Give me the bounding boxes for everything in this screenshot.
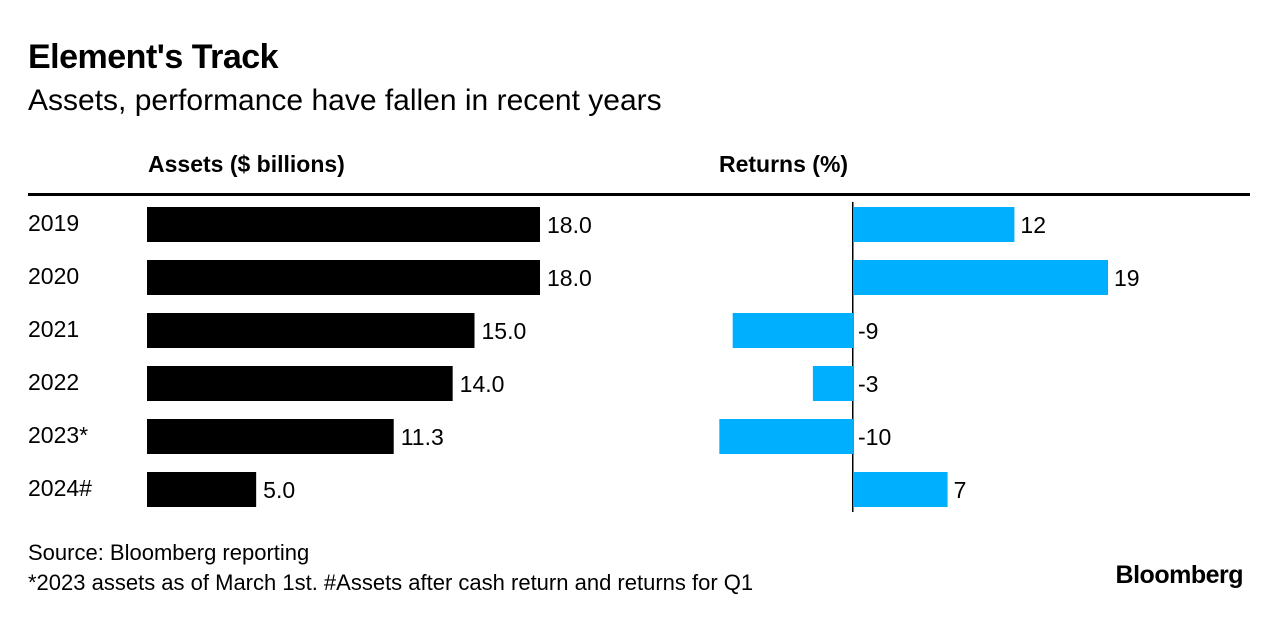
year-label: 2020 — [28, 263, 79, 289]
returns-value-label: -10 — [858, 424, 891, 450]
assets-bar — [147, 260, 540, 295]
returns-value-label: 19 — [1114, 265, 1140, 291]
assets-value-label: 11.3 — [401, 424, 444, 450]
chart-title: Element's Track — [28, 38, 279, 76]
assets-bar — [147, 207, 540, 242]
returns-bar — [854, 207, 1015, 242]
returns-bar — [812, 366, 853, 401]
footnote: *2023 assets as of March 1st. #Assets af… — [28, 570, 754, 595]
assets-value-label: 18.0 — [547, 265, 592, 291]
year-label: 2019 — [28, 210, 79, 236]
year-label: 2022 — [28, 369, 79, 395]
year-label: 2023* — [28, 422, 88, 448]
assets-bar — [147, 419, 394, 454]
returns-panel: 12 19 -9 -3 -10 7 — [719, 202, 1140, 512]
year-label: 2021 — [28, 316, 79, 342]
header-rule — [28, 193, 1250, 196]
assets-value-label: 14.0 — [460, 371, 505, 397]
returns-bar — [854, 260, 1108, 295]
returns-value-label: 7 — [954, 477, 967, 503]
returns-bar — [719, 419, 853, 454]
assets-value-label: 15.0 — [482, 318, 527, 344]
returns-zero-axis — [852, 202, 854, 512]
returns-bar — [732, 313, 853, 348]
assets-bar — [147, 366, 453, 401]
year-labels: 2019 2020 2021 2022 2023* 2024# — [28, 210, 92, 501]
chart-subtitle: Assets, performance have fallen in recen… — [28, 84, 662, 117]
assets-panel: 18.0 18.0 15.0 14.0 11.3 5.0 — [147, 207, 592, 507]
assets-header: Assets ($ billions) — [148, 151, 345, 177]
assets-value-label: 5.0 — [263, 477, 295, 503]
returns-value-label: 12 — [1020, 212, 1046, 238]
returns-bar — [854, 472, 948, 507]
source-note: Source: Bloomberg reporting — [28, 540, 310, 565]
year-label: 2024# — [28, 475, 92, 501]
assets-value-label: 18.0 — [547, 212, 592, 238]
bloomberg-logo: Bloomberg — [1115, 561, 1244, 589]
returns-value-label: -9 — [858, 318, 878, 344]
returns-value-label: -3 — [858, 371, 878, 397]
assets-bar — [147, 313, 475, 348]
returns-header: Returns (%) — [719, 151, 848, 177]
assets-bar — [147, 472, 257, 507]
